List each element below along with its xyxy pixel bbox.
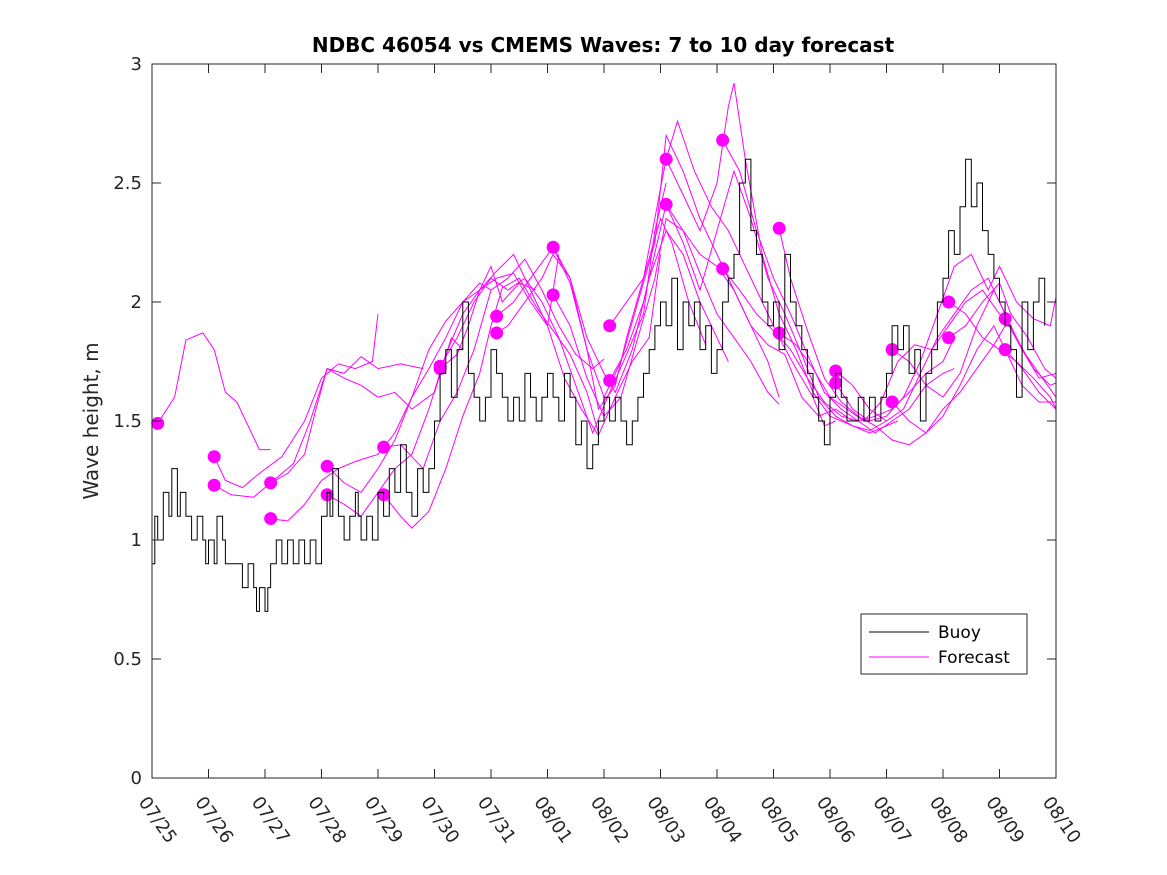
forecast-start-point [207, 450, 221, 464]
x-tick-label: 07/30 [416, 793, 463, 848]
forecast-start-point [264, 512, 278, 526]
forecast-line [157, 332, 271, 451]
forecast-start-point [942, 331, 956, 345]
forecast-start-point [546, 240, 560, 254]
forecast-line [665, 169, 898, 434]
forecast-line [609, 203, 853, 422]
legend: Buoy Forecast [860, 613, 1028, 675]
forecast-line [439, 253, 661, 437]
forecast-line [609, 119, 836, 427]
x-tick-label: 08/01 [529, 793, 576, 848]
forecast-line [1004, 349, 1057, 410]
forecast-start-point [659, 152, 673, 166]
legend-box [860, 613, 1028, 675]
x-tick-label: 08/02 [586, 793, 633, 848]
legend-label-buoy: Buoy [938, 623, 981, 643]
x-tick-label: 08/07 [868, 793, 915, 848]
forecast-start-point [207, 478, 221, 492]
forecast-line [383, 277, 599, 529]
forecast-start-point [998, 343, 1012, 357]
forecast-line [270, 282, 492, 522]
forecast-start-point [264, 476, 278, 490]
x-tick-label: 07/28 [303, 793, 350, 848]
y-tick-label: 2.5 [113, 173, 142, 194]
forecast-line [891, 324, 1056, 434]
legend-label-forecast: Forecast [938, 648, 1010, 668]
forecast-line [778, 289, 1012, 422]
x-tick-label: 08/06 [812, 793, 859, 848]
forecast-line [496, 229, 729, 394]
x-tick-label: 07/31 [473, 793, 520, 848]
forecast-start-point [659, 197, 673, 211]
forecast-line [326, 264, 537, 494]
forecast-start-point [772, 221, 786, 235]
forecast-start-point [433, 359, 447, 373]
x-tick-label: 07/26 [190, 793, 237, 848]
forecast-line [948, 301, 1057, 410]
forecast-start-point [942, 295, 956, 309]
x-tick-label: 08/05 [755, 793, 802, 848]
y-axis-label: Wave height, m [79, 342, 103, 499]
x-tick-label: 08/10 [1038, 793, 1085, 848]
forecast-start-point [490, 309, 504, 323]
forecast-start-point [716, 262, 730, 276]
forecast-start-point [377, 440, 391, 454]
forecast-line [213, 356, 424, 498]
forecast-start-point [829, 364, 843, 378]
x-tick-label: 08/09 [981, 793, 1028, 848]
forecast-start-point [320, 459, 334, 473]
x-tick-label: 07/25 [134, 793, 181, 848]
forecast-start-point [151, 416, 165, 430]
x-tick-label: 07/29 [360, 793, 407, 848]
x-tick-label: 07/27 [247, 793, 294, 848]
forecast-line [948, 282, 1057, 379]
x-tick-label: 08/08 [925, 793, 972, 848]
y-tick-label: 1.5 [113, 411, 142, 432]
forecast-line [496, 217, 707, 411]
forecast-line [1004, 318, 1057, 398]
forecast-line [552, 217, 780, 418]
forecast-line [778, 228, 1006, 446]
y-tick-label: 0.5 [113, 649, 142, 670]
forecast-line [722, 139, 955, 434]
forecast-start-point [490, 326, 504, 340]
forecast-start-point [716, 133, 730, 147]
x-tick-label: 08/04 [699, 793, 746, 848]
forecast-line [665, 82, 887, 432]
forecast-line [383, 258, 605, 470]
plot-area [151, 82, 1057, 612]
buoy-line [152, 158, 1046, 612]
y-tick-label: 2 [131, 292, 142, 313]
forecast-start-point [546, 288, 560, 302]
forecast-start-point [885, 395, 899, 409]
y-tick-label: 3 [131, 54, 142, 75]
forecast-start-point [603, 319, 617, 333]
y-tick-label: 1 [131, 530, 142, 551]
forecast-line [213, 313, 379, 489]
y-tick-label: 0 [131, 768, 142, 789]
forecast-start-point [603, 374, 617, 388]
x-tick-label: 08/03 [642, 793, 689, 848]
chart-title: NDBC 46054 vs CMEMS Waves: 7 to 10 day f… [312, 33, 895, 57]
